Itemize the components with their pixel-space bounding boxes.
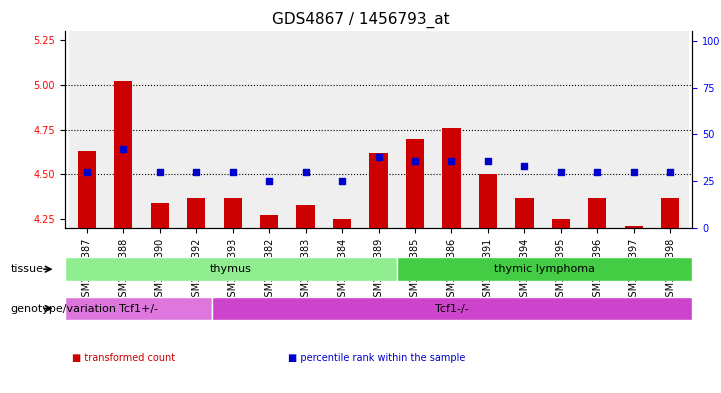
Text: ■ transformed count: ■ transformed count xyxy=(72,353,175,363)
Bar xyxy=(406,139,424,228)
Bar xyxy=(552,219,570,228)
Text: genotype/variation: genotype/variation xyxy=(11,303,117,314)
Point xyxy=(410,158,421,164)
Bar xyxy=(624,226,643,228)
Point xyxy=(190,169,202,175)
Bar xyxy=(469,31,506,228)
Text: Tcf1+/-: Tcf1+/- xyxy=(119,303,158,314)
Point xyxy=(446,158,457,164)
Bar xyxy=(296,205,314,228)
Bar xyxy=(433,31,469,228)
Bar xyxy=(652,31,689,228)
Point xyxy=(118,146,129,152)
Bar xyxy=(288,31,324,228)
Point xyxy=(555,169,567,175)
Point xyxy=(336,178,348,184)
Bar xyxy=(324,31,360,228)
Point xyxy=(81,169,92,175)
Bar xyxy=(543,31,579,228)
Bar xyxy=(360,31,397,228)
Bar xyxy=(151,203,169,228)
Point xyxy=(227,169,239,175)
Bar xyxy=(105,31,141,228)
Bar xyxy=(260,215,278,228)
Point xyxy=(300,169,311,175)
Bar xyxy=(65,257,397,281)
Bar xyxy=(661,198,679,228)
Bar xyxy=(251,31,288,228)
Point xyxy=(154,169,166,175)
Point xyxy=(518,163,530,169)
Text: tissue: tissue xyxy=(11,264,44,274)
Bar xyxy=(213,297,692,320)
Bar xyxy=(68,31,105,228)
Text: GDS4867 / 1456793_at: GDS4867 / 1456793_at xyxy=(272,12,449,28)
Bar xyxy=(187,198,205,228)
Point xyxy=(628,169,640,175)
Text: thymus: thymus xyxy=(210,264,252,274)
Bar xyxy=(65,297,213,320)
Bar xyxy=(516,198,534,228)
Point xyxy=(373,154,384,160)
Bar xyxy=(443,128,461,228)
Bar xyxy=(224,198,242,228)
Point xyxy=(591,169,603,175)
Bar xyxy=(214,31,251,228)
Bar xyxy=(369,153,388,228)
Bar xyxy=(479,174,497,228)
Text: ■ percentile rank within the sample: ■ percentile rank within the sample xyxy=(288,353,466,363)
Bar xyxy=(588,198,606,228)
Bar xyxy=(397,31,433,228)
Bar xyxy=(141,31,178,228)
Bar xyxy=(178,31,214,228)
Text: thymic lymphoma: thymic lymphoma xyxy=(494,264,595,274)
Bar xyxy=(506,31,543,228)
Point xyxy=(263,178,275,184)
Bar xyxy=(616,31,652,228)
Bar xyxy=(397,257,692,281)
Bar xyxy=(333,219,351,228)
Point xyxy=(482,158,494,164)
Bar xyxy=(114,81,133,228)
Bar xyxy=(579,31,616,228)
Bar xyxy=(78,151,96,228)
Text: Tcf1-/-: Tcf1-/- xyxy=(435,303,469,314)
Point xyxy=(665,169,676,175)
